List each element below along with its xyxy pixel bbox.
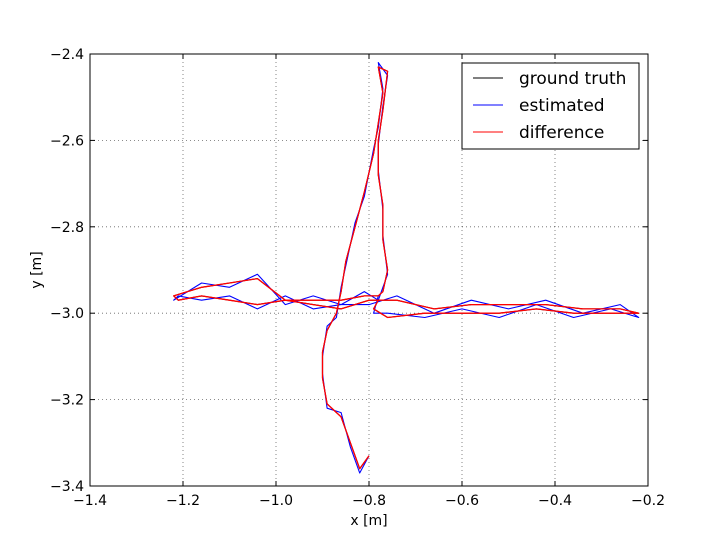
x-axis-label: x [m] bbox=[350, 513, 387, 529]
x-tick-label: −0.4 bbox=[538, 493, 572, 509]
y-tick-label: −3.2 bbox=[50, 393, 84, 409]
series-lines bbox=[173, 62, 640, 474]
legend-box bbox=[461, 62, 640, 150]
x-tick-label: −0.2 bbox=[631, 493, 665, 509]
y-axis-label: y [m] bbox=[29, 251, 45, 288]
y-tick-label: −2.6 bbox=[50, 133, 84, 149]
y-tick-label: −3.4 bbox=[50, 479, 84, 495]
y-tick-label: −2.8 bbox=[50, 220, 84, 236]
x-tick-label: −1.2 bbox=[166, 493, 200, 509]
legend: ground truth estimated difference bbox=[461, 62, 640, 150]
legend-label-difference: difference bbox=[519, 123, 604, 143]
y-tick-label: −3.0 bbox=[50, 306, 84, 322]
x-tick-label: −0.6 bbox=[445, 493, 479, 509]
x-tick-label: −1.4 bbox=[73, 493, 107, 509]
series-line-difference bbox=[173, 66, 640, 470]
x-tick-label: −0.8 bbox=[352, 493, 386, 509]
axis-ticks: −1.4 −1.2 −1.0 −0.8 −0.6 −0.4 −0.2 −3.4 −3.2 −3.0… bbox=[50, 47, 665, 509]
legend-label-ground-truth: ground truth bbox=[519, 69, 626, 89]
y-tick-label: −2.4 bbox=[50, 47, 84, 63]
x-tick-label: −1.0 bbox=[259, 493, 293, 509]
legend-label-estimated: estimated bbox=[519, 96, 605, 116]
